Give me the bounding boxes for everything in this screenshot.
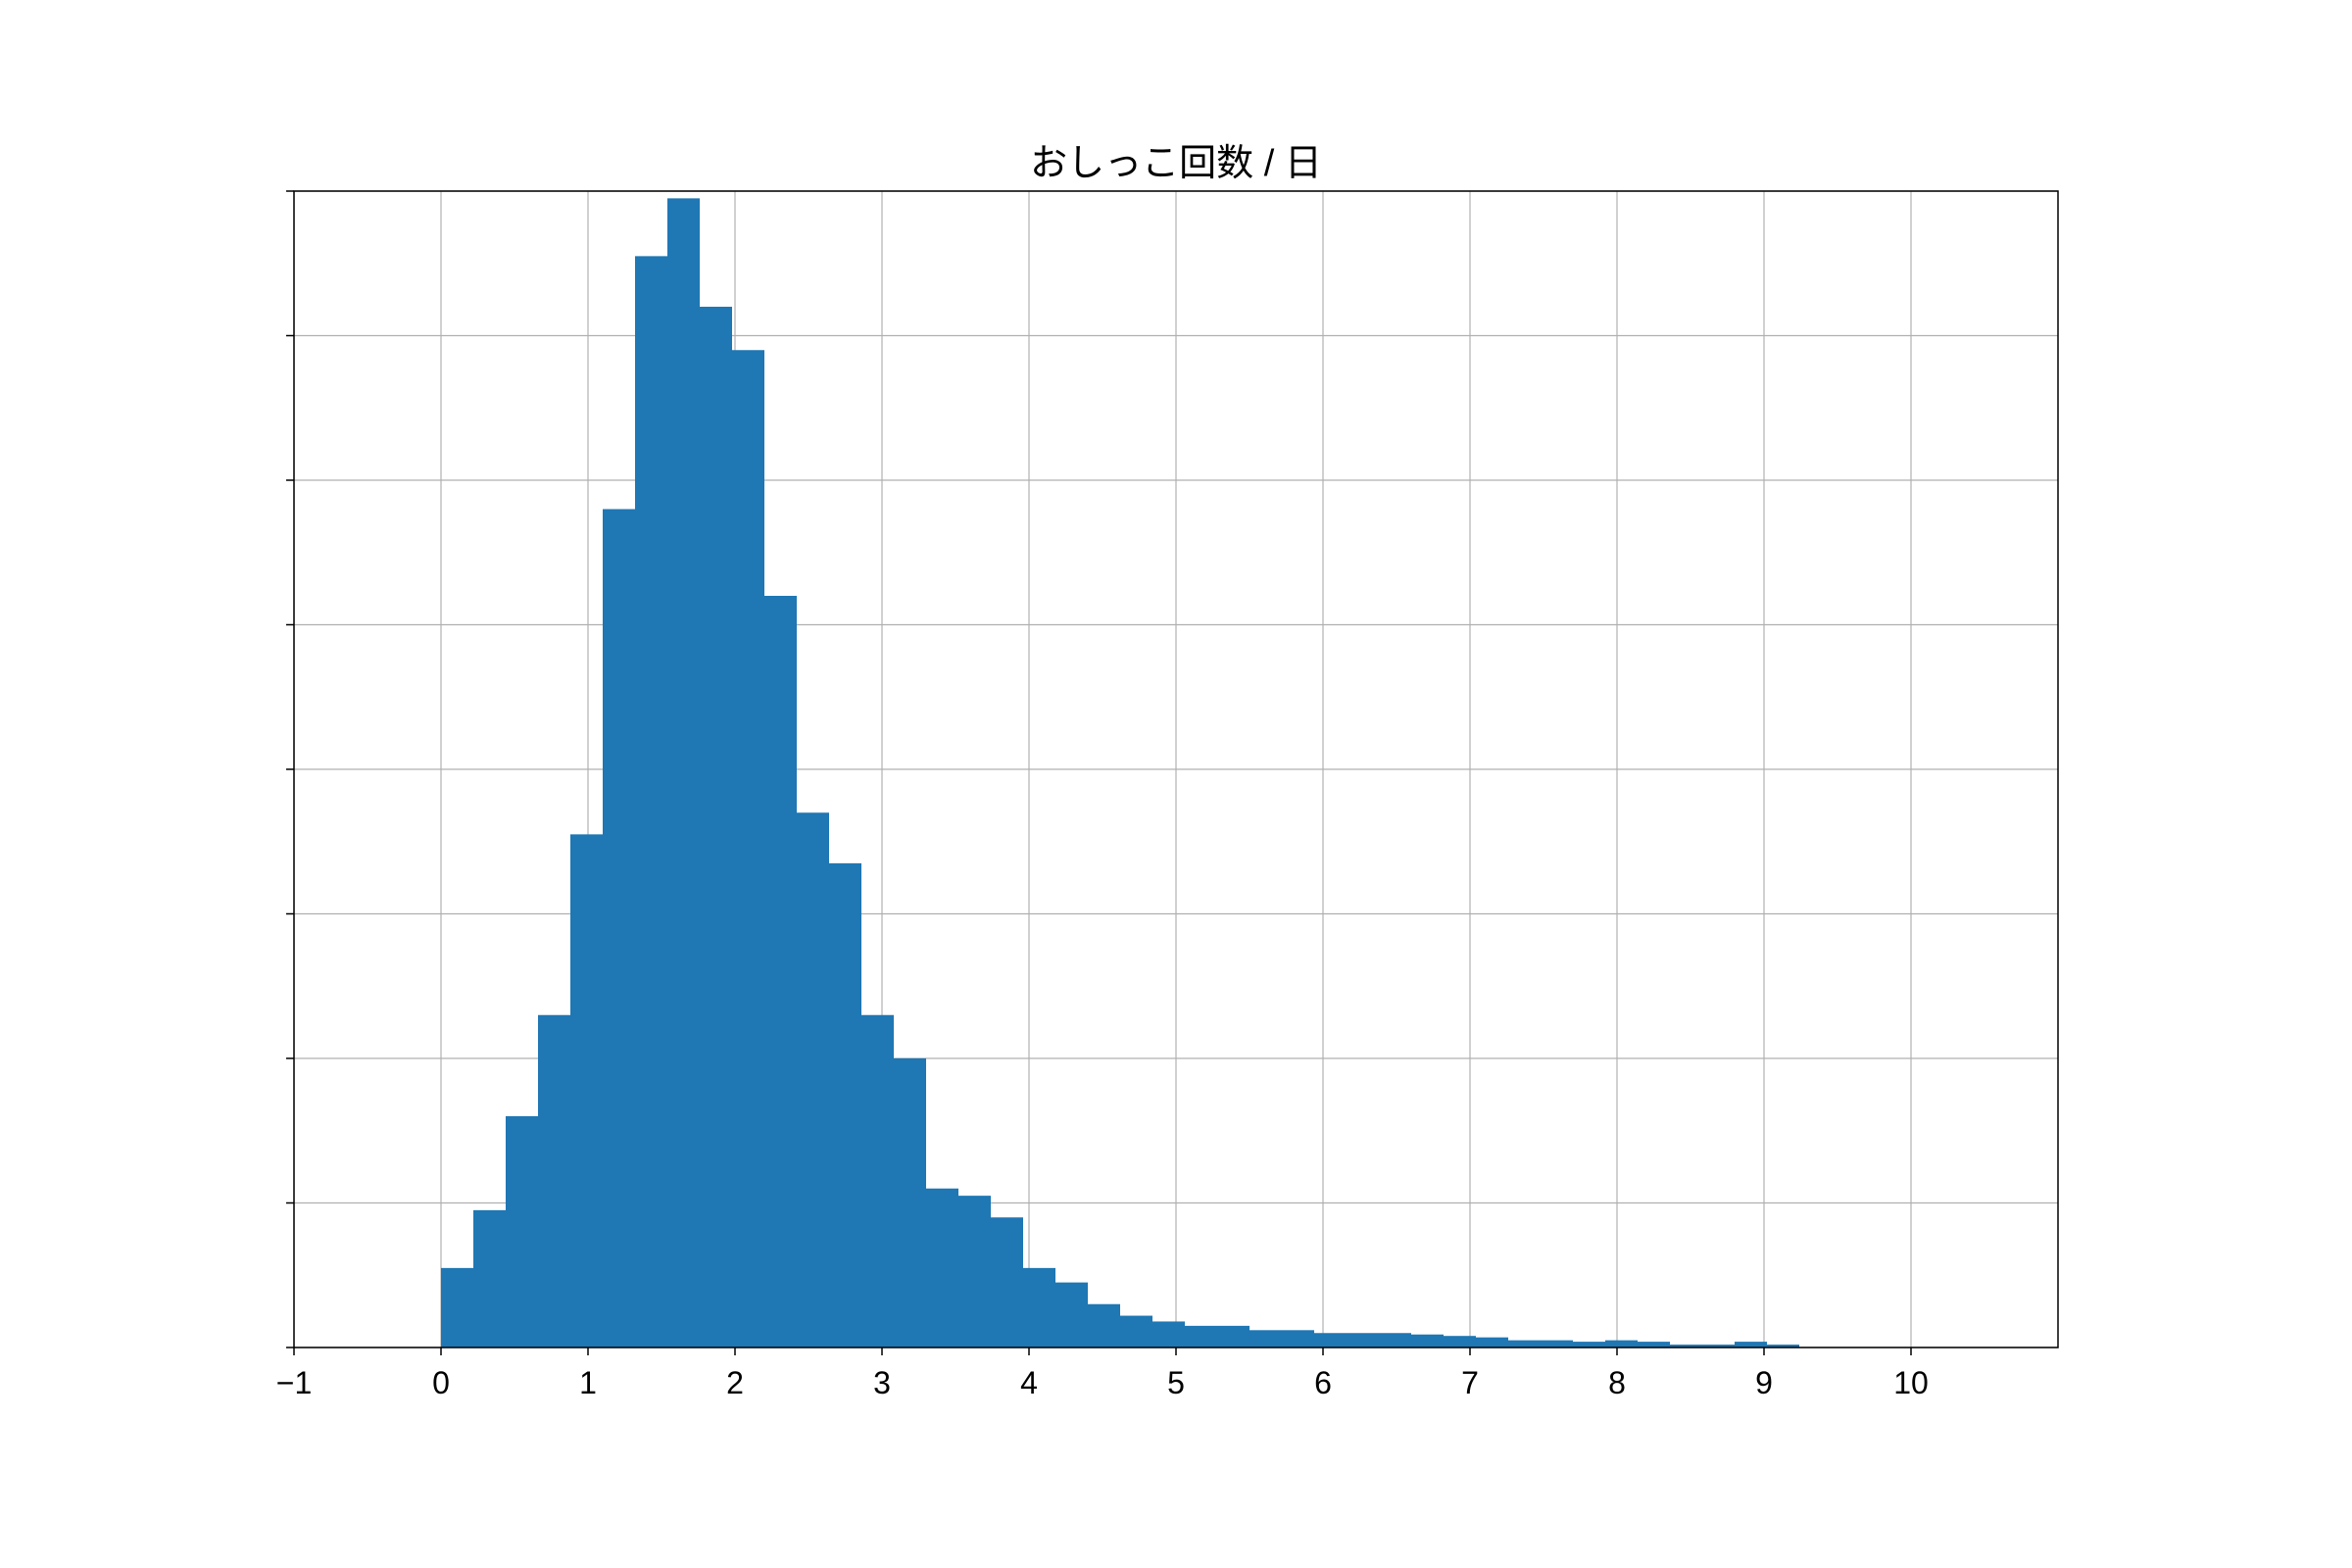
histogram-bar [1379, 1333, 1411, 1348]
histogram-figure: おしっこ回数 / 日 −1012345678910 [0, 0, 2352, 1568]
histogram-bar [1055, 1283, 1088, 1348]
histogram-bar [1120, 1316, 1152, 1348]
histogram-bar [473, 1210, 506, 1348]
histogram-bar [1444, 1336, 1476, 1348]
histogram-bar [1347, 1333, 1379, 1348]
xtick-label: 2 [726, 1365, 744, 1401]
xtick-label: 7 [1461, 1365, 1479, 1401]
histogram-bar [1152, 1321, 1185, 1348]
xtick-label: 4 [1020, 1365, 1038, 1401]
chart-svg [294, 191, 2058, 1348]
histogram-bar [1314, 1333, 1347, 1348]
histogram-bar [506, 1116, 538, 1348]
histogram-bar [1185, 1326, 1217, 1348]
histogram-bar [538, 1015, 570, 1348]
xtick-label: 10 [1893, 1365, 1929, 1401]
histogram-bar [1250, 1330, 1282, 1348]
histogram-bar [991, 1217, 1023, 1348]
histogram-bar [1282, 1330, 1314, 1348]
histogram-bar [797, 812, 829, 1348]
xtick-label: 8 [1608, 1365, 1626, 1401]
histogram-bar [732, 350, 764, 1348]
histogram-bar [926, 1189, 958, 1348]
xtick-label: 9 [1755, 1365, 1773, 1401]
histogram-bar [1023, 1268, 1055, 1348]
xtick-label: 1 [579, 1365, 597, 1401]
histogram-bar [1217, 1326, 1250, 1348]
histogram-bar [1573, 1342, 1605, 1348]
chart-title: おしっこ回数 / 日 [0, 132, 2352, 186]
histogram-bar [1088, 1304, 1120, 1348]
xtick-label: 6 [1314, 1365, 1332, 1401]
histogram-bar [1638, 1342, 1670, 1348]
histogram-bar [1411, 1335, 1444, 1348]
histogram-bar [603, 510, 635, 1348]
histogram-bar [635, 256, 667, 1348]
xtick-label: −1 [276, 1365, 312, 1401]
histogram-bar [667, 198, 700, 1348]
histogram-bar [570, 834, 603, 1348]
histogram-bar [861, 1015, 894, 1348]
histogram-bar [829, 863, 861, 1348]
histogram-bar [1541, 1341, 1573, 1348]
histogram-bar [1605, 1341, 1638, 1348]
histogram-bar [958, 1196, 991, 1348]
histogram-bar [1476, 1338, 1508, 1348]
histogram-bar [700, 307, 732, 1348]
histogram-bar [1508, 1341, 1541, 1348]
xtick-label: 5 [1167, 1365, 1185, 1401]
histogram-bar [1735, 1342, 1767, 1348]
histogram-bar [894, 1058, 926, 1348]
xtick-label: 0 [432, 1365, 450, 1401]
xtick-label: 3 [873, 1365, 891, 1401]
chart-axes: −1012345678910 [294, 191, 2058, 1348]
histogram-bar [441, 1268, 473, 1348]
histogram-bar [764, 596, 797, 1348]
